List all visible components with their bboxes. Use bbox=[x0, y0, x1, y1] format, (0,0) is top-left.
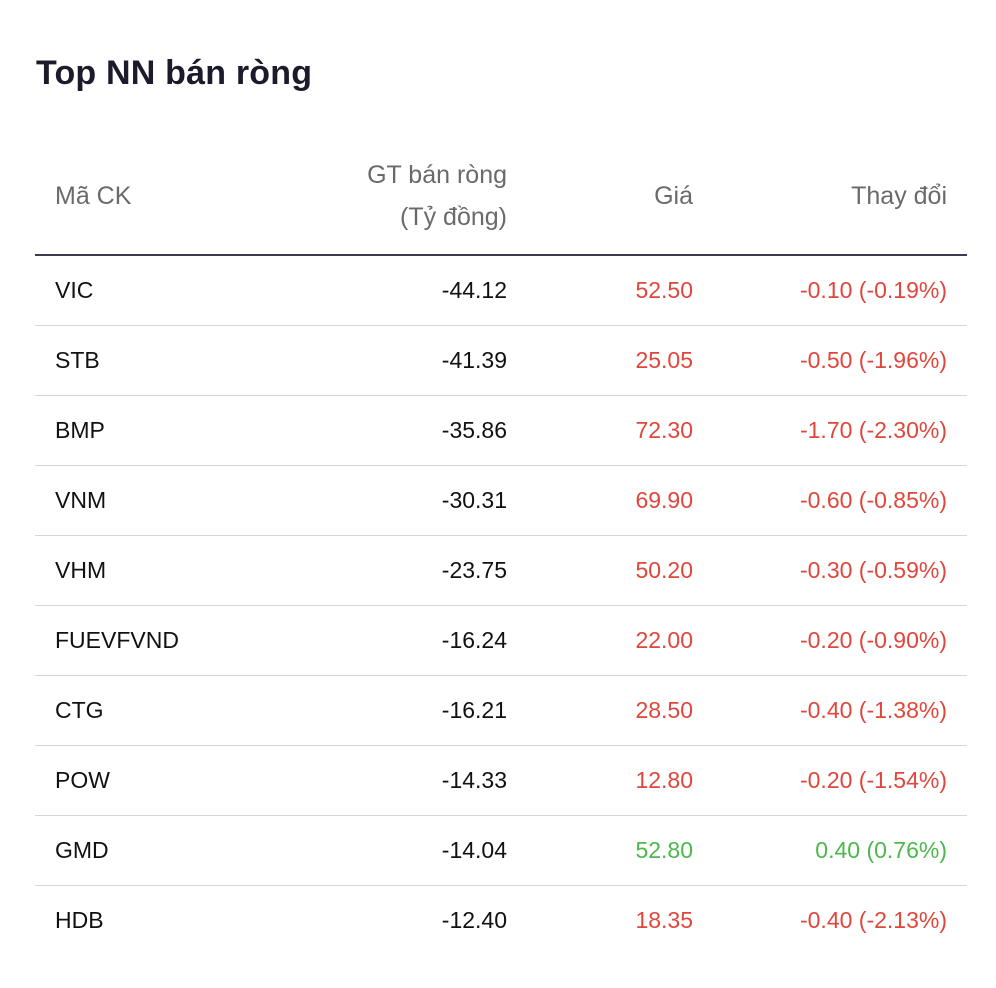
table-header: Mã CK GT bán ròng (Tỷ đồng) Giá Thay đổi bbox=[35, 138, 967, 256]
price-change: -1.70 (-2.30%) bbox=[713, 395, 967, 466]
table-row[interactable]: CTG -16.21 28.50 -0.40 (-1.38%) bbox=[35, 675, 967, 746]
price-change: 0.40 (0.76%) bbox=[713, 815, 967, 886]
price-change: -0.40 (-1.38%) bbox=[713, 675, 967, 746]
net-sell-table: Mã CK GT bán ròng (Tỷ đồng) Giá Thay đổi… bbox=[35, 138, 967, 955]
net-sell-value: -30.31 bbox=[285, 465, 527, 536]
stock-price: 25.05 bbox=[527, 325, 713, 396]
header-net-sell: GT bán ròng (Tỷ đồng) bbox=[285, 138, 527, 256]
stock-symbol[interactable]: VHM bbox=[35, 535, 285, 606]
net-sell-value: -41.39 bbox=[285, 325, 527, 396]
stock-symbol[interactable]: STB bbox=[35, 325, 285, 396]
stock-price: 18.35 bbox=[635, 907, 693, 933]
price-change: -0.50 (-1.96%) bbox=[713, 325, 967, 396]
net-sell-value: -16.24 bbox=[285, 605, 527, 676]
header-row: Mã CK GT bán ròng (Tỷ đồng) Giá Thay đổi bbox=[35, 138, 967, 256]
price-change: -0.60 (-0.85%) bbox=[713, 465, 967, 536]
stock-symbol[interactable]: VNM bbox=[35, 465, 285, 536]
table-row[interactable]: POW -14.33 12.80 -0.20 (-1.54%) bbox=[35, 745, 967, 816]
net-sell-value: -16.21 bbox=[285, 675, 527, 746]
net-sell-value: -14.04 bbox=[285, 815, 527, 886]
table-body: VIC -44.12 52.50 -0.10 (-0.19%) STB -41.39 25.… bbox=[35, 255, 967, 955]
stock-symbol[interactable]: HDB bbox=[55, 907, 104, 933]
stock-symbol[interactable]: CTG bbox=[35, 675, 285, 746]
table-row[interactable]: HDB -12.40 18.35 -0.40 (-2.13%) bbox=[35, 886, 967, 956]
stock-price: 52.80 bbox=[527, 815, 713, 886]
stock-symbol[interactable]: GMD bbox=[35, 815, 285, 886]
table-row[interactable]: VIC -44.12 52.50 -0.10 (-0.19%) bbox=[35, 255, 967, 326]
table-row[interactable]: GMD -14.04 52.80 0.40 (0.76%) bbox=[35, 815, 967, 886]
stock-price: 12.80 bbox=[527, 745, 713, 816]
stock-symbol[interactable]: VIC bbox=[35, 255, 285, 326]
price-change: -0.10 (-0.19%) bbox=[713, 255, 967, 326]
net-sell-value: -44.12 bbox=[285, 255, 527, 326]
widget-title: Top NN bán ròng bbox=[36, 54, 313, 92]
stock-price: 28.50 bbox=[527, 675, 713, 746]
header-price: Giá bbox=[527, 138, 713, 256]
table-row[interactable]: VHM -23.75 50.20 -0.30 (-0.59%) bbox=[35, 535, 967, 606]
net-sell-value: -23.75 bbox=[285, 535, 527, 606]
price-change: -0.40 (-2.13%) bbox=[799, 907, 947, 933]
net-sell-value: -35.86 bbox=[285, 395, 527, 466]
stock-symbol[interactable]: POW bbox=[35, 745, 285, 816]
stock-symbol[interactable]: FUEVFVND bbox=[35, 605, 285, 676]
stock-price: 22.00 bbox=[527, 605, 713, 676]
header-net-sell-line2: (Tỷ đồng) bbox=[400, 203, 507, 231]
stock-symbol[interactable]: BMP bbox=[35, 395, 285, 466]
net-sell-value: -14.33 bbox=[285, 745, 527, 816]
table-row[interactable]: VNM -30.31 69.90 -0.60 (-0.85%) bbox=[35, 465, 967, 536]
header-change: Thay đổi bbox=[713, 138, 967, 256]
header-net-sell-line1: GT bán ròng bbox=[367, 161, 507, 189]
price-change: -0.20 (-0.90%) bbox=[713, 605, 967, 676]
price-change: -0.20 (-1.54%) bbox=[713, 745, 967, 816]
header-symbol: Mã CK bbox=[35, 138, 285, 256]
stock-price: 50.20 bbox=[527, 535, 713, 606]
stock-price: 72.30 bbox=[527, 395, 713, 466]
table-row[interactable]: FUEVFVND -16.24 22.00 -0.20 (-0.90%) bbox=[35, 605, 967, 676]
stock-price: 52.50 bbox=[527, 255, 713, 326]
net-sell-value: -12.40 bbox=[441, 907, 507, 933]
table-row[interactable]: BMP -35.86 72.30 -1.70 (-2.30%) bbox=[35, 395, 967, 466]
table-row[interactable]: STB -41.39 25.05 -0.50 (-1.96%) bbox=[35, 325, 967, 396]
stock-price: 69.90 bbox=[527, 465, 713, 536]
price-change: -0.30 (-0.59%) bbox=[713, 535, 967, 606]
